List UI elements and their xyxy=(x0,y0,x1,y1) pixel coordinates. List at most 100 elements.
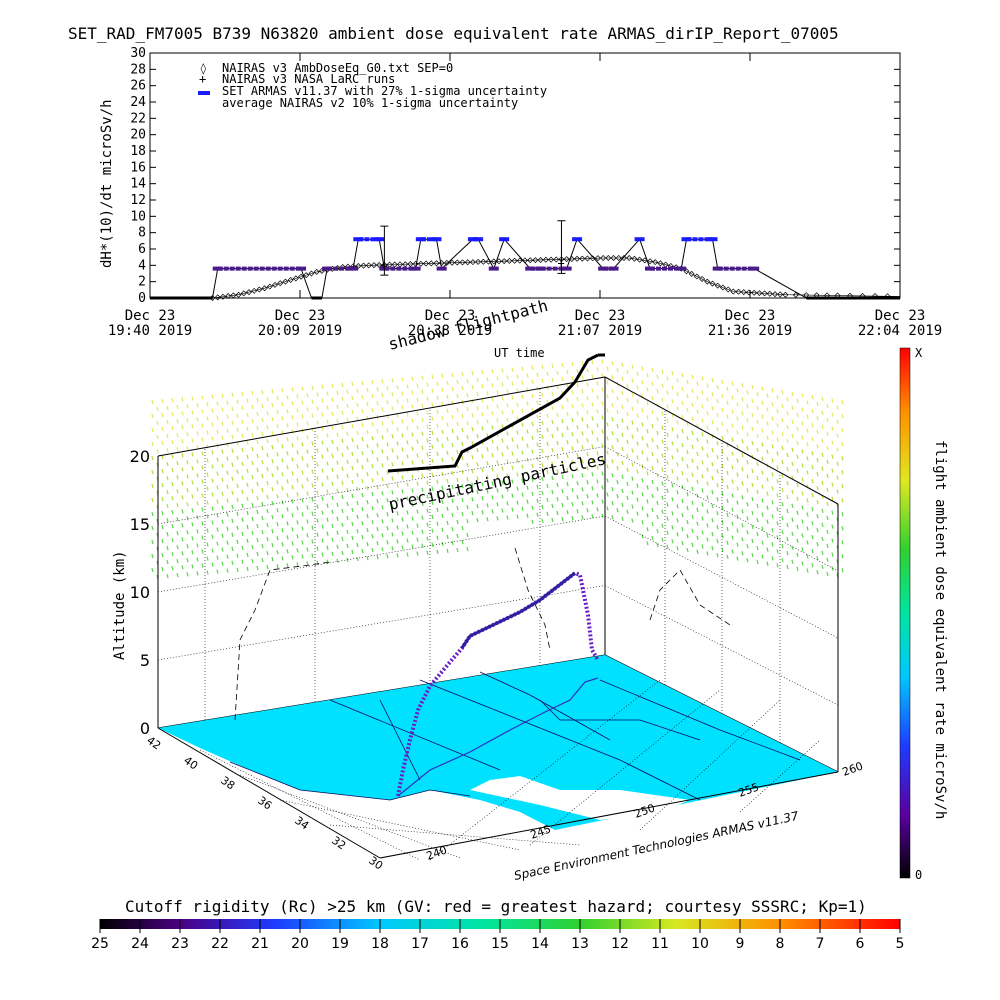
particle-mark xyxy=(811,563,814,568)
particle-mark xyxy=(431,486,434,491)
particle-mark xyxy=(491,453,494,458)
particle-mark xyxy=(476,518,479,523)
particle-mark xyxy=(531,365,534,370)
particle-mark xyxy=(216,499,219,504)
particle-mark xyxy=(296,520,299,525)
particle-mark xyxy=(826,417,829,423)
particle-mark xyxy=(811,451,814,456)
particle-mark xyxy=(386,498,389,503)
particle-mark xyxy=(746,474,749,479)
particle-mark xyxy=(676,532,679,537)
particle-mark xyxy=(341,466,344,472)
particle-mark xyxy=(496,474,499,479)
nairas-point xyxy=(584,255,591,262)
particle-mark xyxy=(326,475,329,480)
particle-mark xyxy=(391,434,394,439)
particle-mark xyxy=(401,503,404,508)
particle-mark xyxy=(816,472,819,477)
particle-mark xyxy=(211,520,214,525)
particle-mark xyxy=(491,411,494,416)
particle-mark xyxy=(236,511,239,516)
particle-mark xyxy=(816,416,819,421)
particle-mark xyxy=(686,533,689,539)
particle-mark xyxy=(401,461,404,466)
particle-mark xyxy=(301,540,304,545)
particle-mark xyxy=(666,502,669,507)
particle-mark xyxy=(236,483,239,488)
particle-mark xyxy=(156,420,159,426)
particle-mark xyxy=(176,405,179,410)
particle-mark xyxy=(306,491,309,496)
armas-series xyxy=(150,237,900,300)
particle-mark xyxy=(176,517,179,522)
particle-mark xyxy=(686,379,689,385)
particle-mark xyxy=(736,388,739,393)
particle-mark xyxy=(571,474,574,479)
particle-mark xyxy=(606,450,609,455)
particle-mark xyxy=(206,444,209,449)
bottom-colorbar-ticks: 25 24 23 22 21 20 19 18 17 16 15 14 13 12 11 10 9 8 7 6 5 xyxy=(91,919,904,952)
particle-mark xyxy=(181,411,184,416)
particle-mark xyxy=(591,458,594,463)
particle-mark xyxy=(381,505,384,510)
particle-mark xyxy=(381,379,384,384)
particle-mark xyxy=(761,554,764,559)
particle-mark xyxy=(731,451,734,456)
particle-mark xyxy=(391,420,394,425)
particle-mark xyxy=(246,524,249,530)
particle-mark xyxy=(616,452,619,457)
particle-mark xyxy=(481,468,484,473)
particle-mark xyxy=(306,519,309,524)
particle-mark xyxy=(726,526,729,532)
particle-mark xyxy=(166,447,169,453)
particle-mark xyxy=(241,475,244,481)
nairas-point xyxy=(266,283,273,290)
particle-mark xyxy=(171,538,174,543)
particle-mark xyxy=(816,402,819,407)
particle-mark xyxy=(461,469,464,475)
particle-mark xyxy=(821,438,824,444)
particle-mark xyxy=(716,385,719,390)
particle-mark xyxy=(161,468,164,474)
particle-mark xyxy=(366,415,369,421)
particle-mark xyxy=(361,534,364,540)
nairas-point xyxy=(355,262,362,269)
particle-mark xyxy=(581,445,584,450)
particle-mark xyxy=(646,415,649,420)
particle-mark xyxy=(786,452,789,458)
particle-mark xyxy=(286,409,289,414)
particle-mark xyxy=(231,518,234,523)
particle-mark xyxy=(621,460,624,466)
particle-mark xyxy=(706,551,709,556)
particle-mark xyxy=(246,440,249,446)
particle-mark xyxy=(281,542,284,547)
particle-mark xyxy=(586,438,589,443)
particle-mark xyxy=(231,448,234,453)
particle-mark xyxy=(496,404,499,409)
top-x-axis-label: UT time xyxy=(494,346,545,360)
particle-mark xyxy=(661,537,664,542)
longitude-tick-label: 240 xyxy=(425,843,449,862)
particle-mark xyxy=(176,419,179,424)
x-tick-date: Dec 23 xyxy=(725,308,776,324)
x-tick-time: 21:36 2019 xyxy=(708,323,792,339)
particle-mark xyxy=(826,515,829,521)
particle-mark xyxy=(211,436,214,441)
particle-mark xyxy=(561,460,564,466)
particle-mark xyxy=(561,488,564,494)
particle-mark xyxy=(436,479,439,484)
particle-mark xyxy=(626,383,629,389)
particle-mark xyxy=(831,552,834,557)
particle-mark xyxy=(226,428,229,433)
particle-mark xyxy=(661,411,664,416)
particle-mark xyxy=(466,490,469,496)
particle-mark xyxy=(666,390,669,395)
particle-mark xyxy=(291,485,294,490)
particle-mark xyxy=(166,545,169,551)
particle-mark xyxy=(386,400,389,405)
particle-mark xyxy=(361,506,364,512)
particle-mark xyxy=(271,543,274,548)
particle-mark xyxy=(706,411,709,416)
particle-mark xyxy=(691,500,694,505)
particle-mark xyxy=(836,405,839,410)
